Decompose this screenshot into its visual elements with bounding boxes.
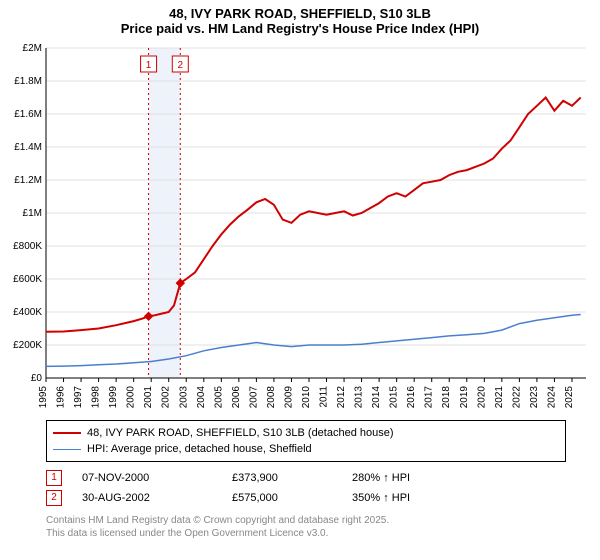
svg-text:2017: 2017: [424, 386, 435, 409]
annotation-marker: 2: [46, 490, 62, 506]
svg-text:1997: 1997: [73, 386, 84, 409]
annotation-pct: 280% ↑ HPI: [352, 468, 472, 488]
svg-text:£2M: £2M: [23, 43, 42, 54]
svg-text:£200K: £200K: [13, 340, 42, 351]
svg-text:2024: 2024: [546, 386, 557, 409]
footer-attribution: Contains HM Land Registry data © Crown c…: [46, 514, 586, 540]
svg-text:2012: 2012: [336, 386, 347, 409]
svg-text:2019: 2019: [459, 386, 470, 409]
svg-text:2023: 2023: [529, 386, 540, 409]
svg-text:2002: 2002: [161, 386, 172, 409]
svg-text:£400K: £400K: [13, 307, 42, 318]
annotation-table: 1 07-NOV-2000£373,900280% ↑ HPI 2 30-AUG-20…: [46, 468, 566, 508]
svg-text:2006: 2006: [231, 386, 242, 409]
svg-text:2005: 2005: [213, 386, 224, 409]
svg-text:2010: 2010: [301, 386, 312, 409]
svg-text:2018: 2018: [441, 386, 452, 409]
svg-text:£800K: £800K: [13, 241, 42, 252]
annotation-pct: 350% ↑ HPI: [352, 488, 472, 508]
svg-text:2025: 2025: [564, 386, 575, 409]
chart-svg: £0 £200K £400K £600K £800K £1M £1.2M £1.4M £1.6M…: [0, 38, 600, 418]
svg-text:2021: 2021: [494, 386, 505, 409]
svg-text:1998: 1998: [91, 386, 102, 409]
svg-text:2008: 2008: [266, 386, 277, 409]
svg-text:2013: 2013: [354, 386, 365, 409]
legend: 48, IVY PARK ROAD, SHEFFIELD, S10 3LB (d…: [46, 420, 566, 462]
chart-titles: 48, IVY PARK ROAD, SHEFFIELD, S10 3LB Pr…: [0, 0, 600, 38]
svg-text:2001: 2001: [143, 386, 154, 409]
annotation-date: 30-AUG-2002: [82, 488, 232, 508]
annotation-row-2: 2 30-AUG-2002£575,000350% ↑ HPI: [46, 488, 566, 508]
annotation-marker: 1: [46, 470, 62, 486]
svg-text:£600K: £600K: [13, 274, 42, 285]
svg-text:£1.6M: £1.6M: [14, 109, 42, 120]
svg-text:2011: 2011: [319, 386, 330, 408]
chart-title-address: 48, IVY PARK ROAD, SHEFFIELD, S10 3LB: [8, 6, 592, 21]
svg-text:£0: £0: [31, 373, 43, 384]
svg-text:£1.4M: £1.4M: [14, 142, 42, 153]
legend-label: HPI: Average price, detached house, Shef…: [87, 441, 312, 457]
svg-text:2: 2: [178, 60, 184, 71]
legend-swatch: [53, 449, 81, 450]
legend-swatch: [53, 432, 81, 434]
svg-text:2016: 2016: [406, 386, 417, 409]
svg-text:2014: 2014: [371, 386, 382, 409]
footer-line1: Contains HM Land Registry data © Crown c…: [46, 514, 586, 527]
svg-text:1: 1: [146, 60, 152, 71]
svg-text:£1M: £1M: [23, 208, 42, 219]
chart-container: 48, IVY PARK ROAD, SHEFFIELD, S10 3LB Pr…: [0, 0, 600, 560]
svg-text:2009: 2009: [283, 386, 294, 409]
svg-text:2000: 2000: [126, 386, 137, 409]
svg-text:2003: 2003: [178, 386, 189, 409]
svg-text:£1.8M: £1.8M: [14, 76, 42, 87]
chart-plot-area: £0 £200K £400K £600K £800K £1M £1.2M £1.4M £1.6M…: [0, 38, 600, 418]
svg-text:2015: 2015: [389, 386, 400, 409]
legend-item-1: HPI: Average price, detached house, Shef…: [53, 441, 559, 457]
annotation-date: 07-NOV-2000: [82, 468, 232, 488]
annotation-row-1: 1 07-NOV-2000£373,900280% ↑ HPI: [46, 468, 566, 488]
legend-label: 48, IVY PARK ROAD, SHEFFIELD, S10 3LB (d…: [87, 425, 394, 441]
svg-text:1999: 1999: [108, 386, 119, 409]
svg-text:2007: 2007: [248, 386, 259, 409]
svg-text:1995: 1995: [38, 386, 49, 409]
legend-item-0: 48, IVY PARK ROAD, SHEFFIELD, S10 3LB (d…: [53, 425, 559, 441]
chart-title-subtitle: Price paid vs. HM Land Registry's House …: [8, 21, 592, 36]
annotation-price: £373,900: [232, 468, 352, 488]
footer-line2: This data is licensed under the Open Gov…: [46, 527, 586, 540]
svg-text:1996: 1996: [56, 386, 67, 409]
annotation-price: £575,000: [232, 488, 352, 508]
svg-text:2022: 2022: [511, 386, 522, 409]
svg-text:2004: 2004: [196, 386, 207, 409]
svg-text:£1.2M: £1.2M: [14, 175, 42, 186]
svg-text:2020: 2020: [476, 386, 487, 409]
